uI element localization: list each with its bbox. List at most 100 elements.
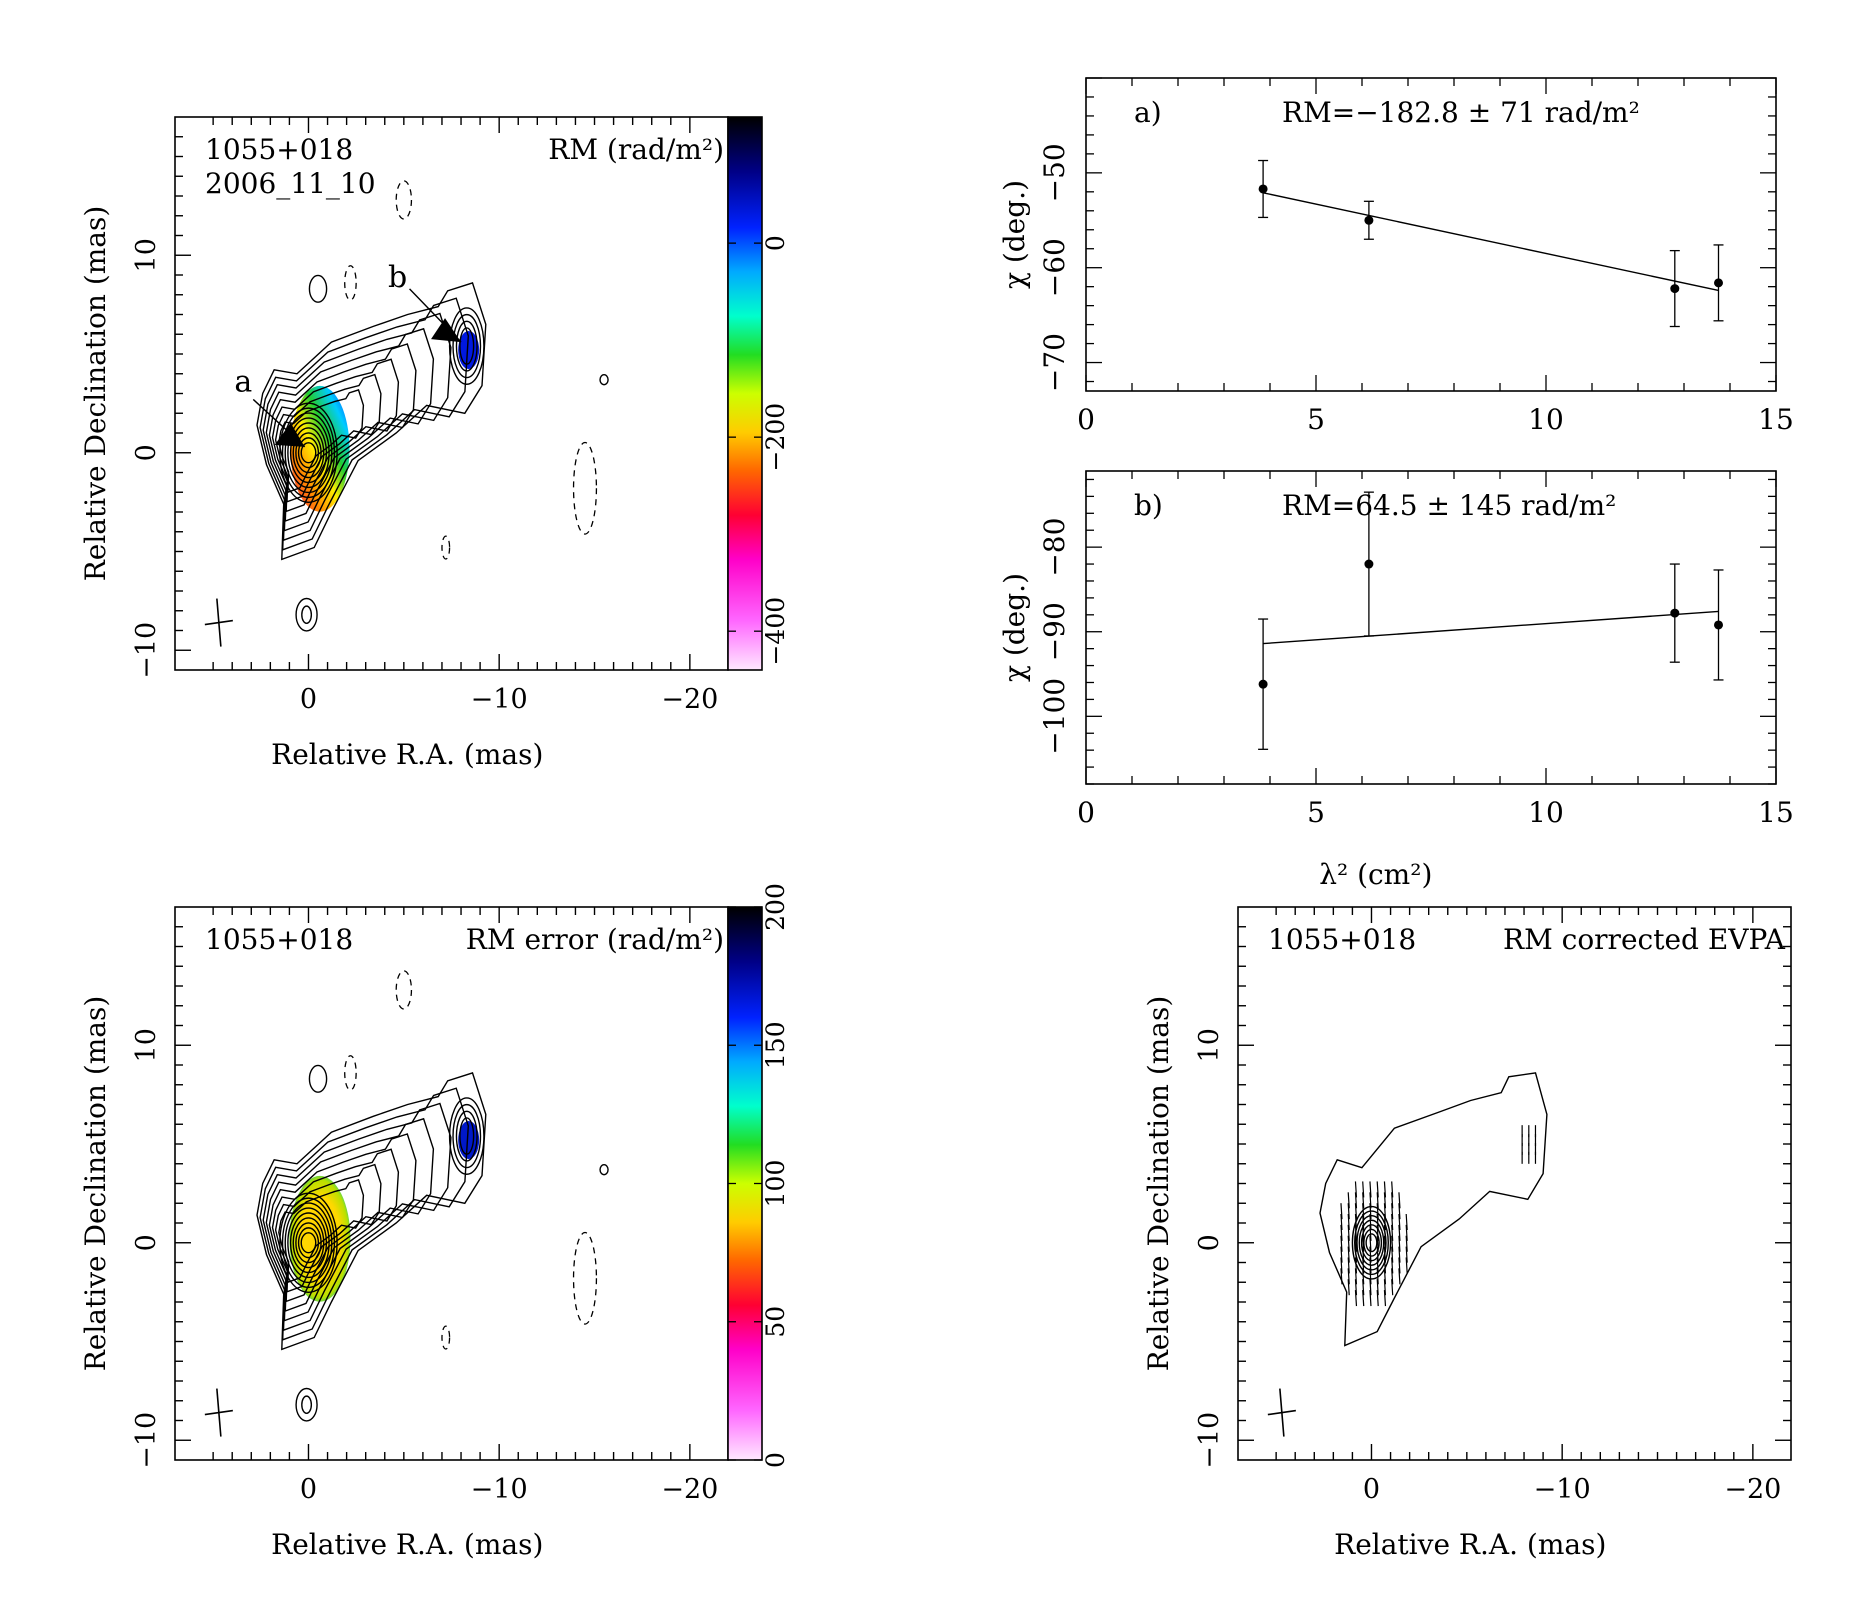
data-point <box>1364 559 1374 569</box>
colorbar-tick-label: 200 <box>761 883 790 931</box>
negative-contour-group <box>344 180 598 560</box>
evpa-stick <box>1383 1224 1387 1241</box>
evpa-stick <box>1383 1279 1387 1296</box>
negative-contour <box>572 1231 598 1325</box>
contour-line <box>295 432 322 474</box>
contour-line <box>295 597 318 632</box>
evpa-stick <box>1354 1235 1358 1252</box>
evpa-stick <box>1354 1279 1358 1296</box>
negative-contour-group <box>344 970 598 1350</box>
contour-line <box>1354 1210 1389 1276</box>
evpa-stick <box>1340 1235 1343 1252</box>
beam-axis <box>216 1388 222 1437</box>
contour-line <box>284 412 333 494</box>
x-tick-label: 0 <box>1363 1474 1380 1505</box>
contour-line <box>459 1117 475 1155</box>
contour-line <box>256 1072 487 1351</box>
evpa-stick <box>1383 1181 1387 1198</box>
evpa-stick <box>1405 1235 1408 1252</box>
evpa-stick <box>1391 1213 1394 1231</box>
rm-annotation: RM=64.5 ± 145 rad/m² <box>1282 489 1616 522</box>
evpa-stick <box>1405 1246 1408 1263</box>
contour-line <box>279 1192 338 1294</box>
x-tick-label: −20 <box>661 684 718 715</box>
evpa-stick <box>1398 1192 1401 1209</box>
negative-contour <box>572 441 598 535</box>
evpa-stick <box>1340 1213 1343 1231</box>
evpa-stick <box>1347 1257 1350 1274</box>
tick-group <box>175 907 691 1460</box>
source-label: 1055+018 <box>205 923 353 956</box>
evpa-stick <box>1362 1257 1365 1274</box>
x-tick-label: 10 <box>1528 796 1564 829</box>
evpa-stick <box>1354 1290 1358 1307</box>
contour-line <box>308 1064 328 1093</box>
evpa-stick <box>1383 1257 1387 1274</box>
evpa-stick <box>1347 1246 1350 1263</box>
contour-line <box>271 1148 400 1303</box>
contour-line <box>271 358 400 513</box>
beam-axis <box>216 598 222 647</box>
marker-label-a: a <box>234 364 252 399</box>
evpa-stick <box>1369 1192 1372 1209</box>
marker-arrowhead <box>431 318 462 343</box>
evpa-stick <box>1354 1257 1358 1274</box>
y-tick-label: −80 <box>1038 518 1071 577</box>
source-label: 1055+018 <box>205 133 353 166</box>
contour-line <box>262 312 452 542</box>
evpa-stick <box>1398 1235 1401 1252</box>
contour-line <box>301 1395 313 1414</box>
evpa-stick <box>1340 1246 1343 1263</box>
evpa-stick <box>1391 1257 1394 1274</box>
contour-line <box>452 313 482 379</box>
evpa-stick <box>1362 1181 1365 1198</box>
tick-group <box>175 117 691 670</box>
contour-line <box>297 1227 320 1259</box>
evpa-stick <box>1362 1224 1365 1241</box>
evpa-stick <box>1383 1268 1387 1285</box>
contour-line <box>295 1387 318 1422</box>
evpa-stick <box>1383 1246 1387 1263</box>
colorbar-tick-label: −200 <box>761 403 790 472</box>
evpa-stick <box>1354 1246 1358 1263</box>
evpa-stick <box>1354 1213 1358 1231</box>
negative-contour <box>441 535 451 560</box>
plot-frame <box>1085 470 1777 785</box>
evpa-stick <box>1369 1257 1372 1274</box>
fit-line <box>1262 192 1719 292</box>
data-point <box>1258 679 1268 689</box>
fit-line <box>1263 610 1719 645</box>
evpa-stick <box>1369 1181 1372 1198</box>
y-axis-label: χ (deg.) <box>998 180 1031 289</box>
y-tick-label: 10 <box>1194 1028 1225 1062</box>
contour-line <box>448 307 485 385</box>
x-tick-label: 0 <box>300 1474 317 1505</box>
y-axis-label: Relative Declination (mas) <box>79 206 112 582</box>
evpa-stick <box>1383 1213 1387 1231</box>
x-tick-label: −20 <box>1724 1474 1781 1505</box>
map-frame <box>174 906 729 1461</box>
colorbar <box>727 116 763 671</box>
quantity-label: RM error (rad/m²) <box>466 923 724 956</box>
evpa-stick <box>1354 1268 1358 1285</box>
contour-line <box>289 422 328 484</box>
contour-line <box>281 1197 336 1289</box>
evpa-stick <box>1362 1192 1365 1209</box>
data-point <box>1670 608 1680 618</box>
x-axis-label: Relative R.A. (mas) <box>271 1528 543 1561</box>
x-axis-label: Relative R.A. (mas) <box>271 738 543 771</box>
evpa-stick <box>1369 1224 1372 1241</box>
marker-arrowhead <box>274 422 305 447</box>
x-axis-label: λ² (cm²) <box>1319 858 1432 891</box>
map-frame <box>1237 906 1792 1461</box>
contour-line <box>459 327 475 365</box>
evpa-stick <box>1362 1213 1365 1231</box>
evpa-stick <box>1376 1235 1379 1252</box>
contour-line <box>279 402 338 504</box>
contour-line <box>1319 1072 1548 1347</box>
y-tick-label: −70 <box>1038 333 1071 392</box>
contour-line <box>295 1222 322 1264</box>
x-tick-label: 0 <box>1077 403 1095 436</box>
evpa-stick <box>1347 1203 1350 1220</box>
evpa-stick <box>1354 1203 1358 1220</box>
